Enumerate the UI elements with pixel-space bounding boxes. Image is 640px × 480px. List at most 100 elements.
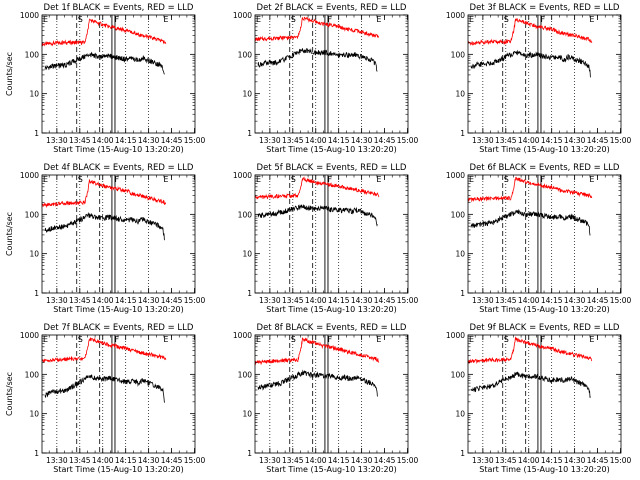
x-tick-label: 13:30 <box>46 456 68 465</box>
x-tick-label: 13:45 <box>495 456 517 465</box>
y-tick-label: 1 <box>34 129 39 138</box>
lld-series-line <box>467 176 593 203</box>
plot-frame <box>467 174 622 294</box>
lld-series-line <box>41 337 167 363</box>
events-series-line <box>44 51 165 75</box>
x-tick-label: 14:45 <box>161 136 183 145</box>
y-tick-label: 10 <box>29 250 39 259</box>
plot-frame <box>41 14 196 134</box>
lld-series-line <box>467 336 593 365</box>
phase-marker: E <box>163 15 168 24</box>
lld-series-line <box>467 17 593 46</box>
phase-marker: E <box>163 175 168 184</box>
x-tick-label: 14:30 <box>351 296 373 305</box>
x-tick-label: 13:45 <box>282 136 304 145</box>
y-tick-label: 100 <box>25 50 40 59</box>
events-series-line <box>257 48 378 72</box>
chart-title: Det 9f BLACK = Events, RED = LLD <box>470 323 620 333</box>
plot-frame <box>41 174 196 294</box>
x-axis-label: Start Time (15-Aug-10 13:20:20) <box>479 305 610 314</box>
phase-marker: E <box>589 335 594 344</box>
y-tick-label: 100 <box>451 210 466 219</box>
y-tick-label: 100 <box>25 210 40 219</box>
chart-title: Det 3f BLACK = Events, RED = LLD <box>470 3 620 13</box>
phase-marker: F <box>327 175 332 184</box>
x-tick-label: 15:00 <box>610 456 632 465</box>
y-tick-label: 1000 <box>446 331 465 340</box>
x-tick-label: 13:45 <box>282 456 304 465</box>
x-tick-label: 13:45 <box>69 456 91 465</box>
plot-frame <box>254 334 409 454</box>
phase-marker: S <box>504 175 509 184</box>
chart-title: Det 8f BLACK = Events, RED = LLD <box>257 323 407 333</box>
phase-marker: E <box>469 335 474 344</box>
phase-marker: F <box>114 15 119 24</box>
x-tick-label: 14:00 <box>518 296 540 305</box>
lld-series-line <box>254 176 380 200</box>
phase-marker: S <box>291 175 296 184</box>
detector-panel: Det 1f BLACK = Events, RED = LLD 1 10 100 10… <box>5 3 206 154</box>
x-tick-label: 14:45 <box>587 296 609 305</box>
x-tick-label: 14:15 <box>328 296 350 305</box>
events-series-line <box>257 369 378 397</box>
y-tick-label: 1000 <box>233 11 252 20</box>
phase-marker: E <box>43 15 48 24</box>
y-tick-label: 100 <box>238 370 253 379</box>
y-tick-label: 10 <box>29 90 39 99</box>
x-tick-label: 13:30 <box>259 296 281 305</box>
x-tick-label: 14:45 <box>374 456 396 465</box>
lld-series-line <box>41 178 167 209</box>
x-tick-label: 15:00 <box>397 136 419 145</box>
y-tick-label: 1 <box>34 449 39 458</box>
x-tick-label: 13:30 <box>46 296 68 305</box>
events-series-line <box>257 204 378 227</box>
phase-marker: E <box>469 15 474 24</box>
y-tick-label: 10 <box>242 90 252 99</box>
x-tick-label: 14:00 <box>92 136 114 145</box>
detector-panel: Det 4f BLACK = Events, RED = LLD 1 10 100 10… <box>5 163 206 314</box>
phase-marker: F <box>327 15 332 24</box>
x-tick-label: 14:15 <box>541 136 563 145</box>
detector-panel: Det 9f BLACK = Events, RED = LLD 1 10 100 10… <box>446 323 632 474</box>
x-tick-label: 14:00 <box>518 456 540 465</box>
y-tick-label: 100 <box>451 370 466 379</box>
y-tick-label: 10 <box>455 410 465 419</box>
x-tick-label: 14:45 <box>161 456 183 465</box>
phase-marker: S <box>504 335 509 344</box>
phase-marker: E <box>589 15 594 24</box>
chart-title: Det 4f BLACK = Events, RED = LLD <box>44 163 194 173</box>
y-tick-label: 100 <box>238 210 253 219</box>
phase-marker: F <box>114 175 119 184</box>
x-tick-label: 13:30 <box>472 296 494 305</box>
phase-marker: E <box>43 335 48 344</box>
phase-marker: E <box>376 15 381 24</box>
x-tick-label: 13:45 <box>69 296 91 305</box>
events-series-line <box>470 371 591 398</box>
phase-marker: S <box>78 15 83 24</box>
plot-frame <box>254 14 409 134</box>
y-tick-label: 10 <box>29 410 39 419</box>
x-tick-label: 13:30 <box>259 136 281 145</box>
detector-panel: Det 2f BLACK = Events, RED = LLD 1 10 100 10… <box>233 3 419 154</box>
phase-marker: F <box>540 175 545 184</box>
detector-panel: Det 6f BLACK = Events, RED = LLD 1 10 100 10… <box>446 163 632 314</box>
x-tick-label: 15:00 <box>397 456 419 465</box>
detector-panel: Det 5f BLACK = Events, RED = LLD 1 10 100 10… <box>233 163 419 314</box>
x-tick-label: 13:30 <box>259 456 281 465</box>
y-axis-label: Counts/sec <box>5 52 14 96</box>
x-tick-label: 15:00 <box>184 296 206 305</box>
phase-marker: E <box>376 335 381 344</box>
chart-title: Det 2f BLACK = Events, RED = LLD <box>257 3 407 13</box>
x-tick-label: 14:45 <box>374 136 396 145</box>
y-tick-label: 1000 <box>233 331 252 340</box>
x-tick-label: 13:45 <box>495 296 517 305</box>
x-tick-label: 13:30 <box>46 136 68 145</box>
phase-marker: S <box>504 15 509 24</box>
y-tick-label: 1 <box>460 289 465 298</box>
x-tick-label: 14:00 <box>305 136 327 145</box>
x-tick-label: 13:45 <box>495 136 517 145</box>
y-tick-label: 1000 <box>446 171 465 180</box>
y-tick-label: 100 <box>451 50 466 59</box>
phase-marker: S <box>78 175 83 184</box>
x-axis-label: Start Time (15-Aug-10 13:20:20) <box>53 145 184 154</box>
